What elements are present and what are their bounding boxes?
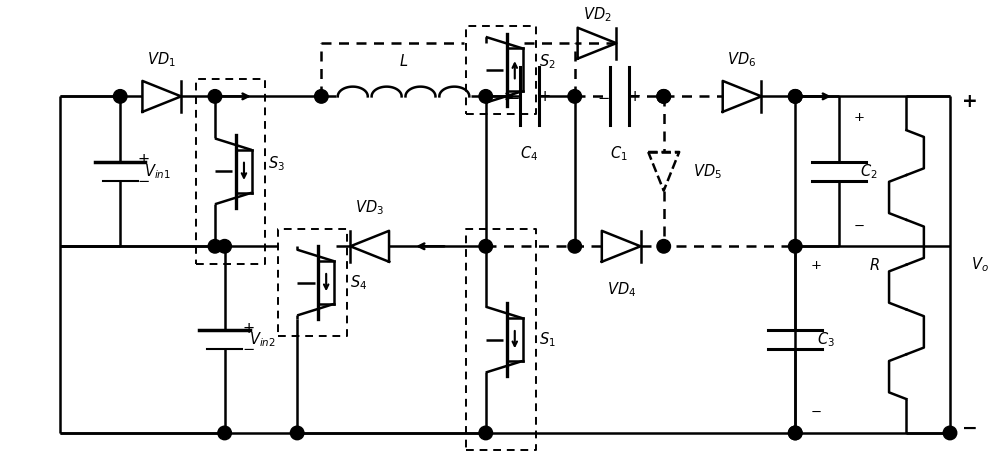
Text: $VD_4$: $VD_4$ — [607, 280, 636, 299]
Text: $-$: $-$ — [853, 218, 865, 232]
Text: −: − — [962, 419, 977, 438]
Text: $V_o$: $V_o$ — [971, 255, 989, 274]
Text: $+$: $+$ — [538, 89, 551, 104]
Text: −: − — [242, 342, 254, 357]
Text: $VD_6$: $VD_6$ — [727, 51, 757, 69]
Text: $+$: $+$ — [853, 111, 865, 124]
Circle shape — [788, 239, 802, 253]
Text: $C_4$: $C_4$ — [520, 145, 538, 164]
Text: $C_3$: $C_3$ — [817, 330, 834, 349]
Circle shape — [290, 426, 304, 440]
Text: $S_3$: $S_3$ — [268, 154, 285, 173]
Text: $VD_3$: $VD_3$ — [355, 199, 384, 217]
Text: $L$: $L$ — [399, 53, 408, 69]
Circle shape — [788, 426, 802, 440]
Circle shape — [208, 90, 222, 103]
Text: $R$: $R$ — [869, 257, 879, 273]
Circle shape — [788, 426, 802, 440]
Circle shape — [113, 90, 127, 103]
Text: $-$: $-$ — [810, 405, 821, 418]
Circle shape — [208, 239, 222, 253]
Circle shape — [479, 426, 493, 440]
Circle shape — [657, 90, 670, 103]
Circle shape — [568, 90, 582, 103]
Text: $VD_5$: $VD_5$ — [693, 162, 722, 181]
Text: $S_2$: $S_2$ — [539, 53, 556, 71]
Text: $-$: $-$ — [507, 89, 520, 104]
Text: +: + — [242, 320, 254, 335]
Text: +: + — [962, 92, 977, 111]
Circle shape — [479, 90, 493, 103]
Circle shape — [788, 90, 802, 103]
Circle shape — [788, 90, 802, 103]
Circle shape — [657, 90, 670, 103]
Circle shape — [568, 239, 582, 253]
Text: $C_2$: $C_2$ — [860, 162, 878, 181]
Text: $C_1$: $C_1$ — [610, 145, 628, 164]
Circle shape — [943, 426, 957, 440]
Text: $VD_1$: $VD_1$ — [147, 51, 176, 69]
Text: $S_1$: $S_1$ — [539, 330, 556, 349]
Text: $+$: $+$ — [628, 89, 641, 104]
Text: $VD_2$: $VD_2$ — [583, 5, 611, 24]
Circle shape — [315, 90, 328, 103]
Circle shape — [218, 426, 231, 440]
Text: $S_4$: $S_4$ — [350, 274, 368, 292]
Text: −: − — [138, 174, 150, 188]
Text: $+$: $+$ — [810, 259, 821, 272]
Circle shape — [479, 239, 493, 253]
Text: $-$: $-$ — [597, 89, 610, 104]
Text: +: + — [138, 152, 150, 167]
Text: $V_{in1}$: $V_{in1}$ — [144, 162, 171, 181]
Circle shape — [657, 239, 670, 253]
Text: $V_{in2}$: $V_{in2}$ — [249, 330, 276, 349]
Circle shape — [218, 239, 231, 253]
